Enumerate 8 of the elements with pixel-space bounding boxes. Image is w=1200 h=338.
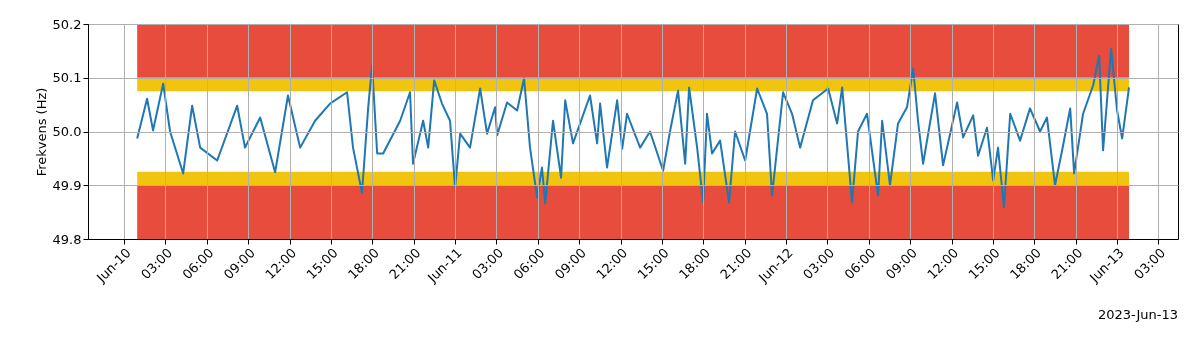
y-axis-title: Frekvens (Hz) — [33, 87, 49, 177]
y-tick-label: 50.1 — [52, 70, 82, 86]
y-tick-label: 50.2 — [52, 16, 82, 32]
y-tick-label: 50.0 — [52, 124, 82, 139]
y-tick-label: 49.8 — [52, 231, 82, 247]
y-tick-label: 49.9 — [52, 177, 82, 193]
line-series — [136, 47, 1131, 209]
text: 2023-Jun-13 — [1097, 307, 1178, 322]
